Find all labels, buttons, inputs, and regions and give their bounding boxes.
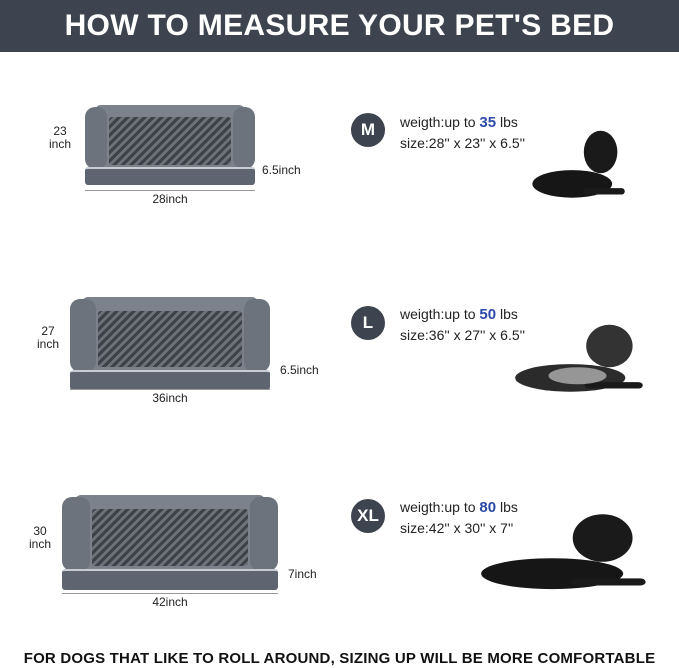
weight-prefix: weigth:up to (400, 306, 476, 322)
footer-note: FOR DOGS THAT LIKE TO ROLL AROUND, SIZIN… (23, 650, 656, 667)
dog-image (481, 514, 646, 590)
weight-prefix: weigth:up to (400, 114, 476, 130)
height-label: 6.5inch (262, 163, 301, 177)
bed-illustration (62, 495, 278, 590)
weight-prefix: weigth:up to (400, 499, 476, 515)
spec-text: weigth:up to 35 lbs size:28'' x 23'' x 6… (400, 112, 525, 154)
height-label: 6.5inch (280, 363, 319, 377)
spec-text: weigth:up to 50 lbs size:36'' x 27'' x 6… (400, 304, 525, 346)
size-dimensions: size:42'' x 30'' x 7'' (400, 520, 514, 536)
bed-illustration (85, 105, 255, 185)
weight-value: 80 (479, 499, 497, 516)
weight-unit: lbs (499, 114, 518, 130)
width-label: 42inch (152, 595, 188, 609)
dog-image (532, 130, 625, 198)
size-badge: M (351, 113, 385, 147)
size-dimensions: size:28'' x 23'' x 6.5'' (400, 135, 525, 151)
page-title: HOW TO MEASURE YOUR PET'S BED (0, 0, 679, 52)
size-badge: L (351, 306, 385, 340)
weight-value: 35 (479, 114, 497, 131)
size-badge: XL (351, 499, 385, 533)
height-label: 7inch (288, 567, 317, 581)
depth-label: 30 inch (28, 524, 51, 551)
width-label: 28inch (152, 192, 188, 206)
bed-illustration (70, 297, 270, 390)
depth-label: 27 inch (36, 324, 59, 351)
weight-value: 50 (479, 306, 497, 323)
weight-unit: lbs (499, 306, 518, 322)
weight-unit: lbs (499, 499, 518, 515)
size-dimensions: size:36'' x 27'' x 6.5'' (400, 327, 525, 343)
width-label: 36inch (152, 391, 188, 405)
depth-label: 23 inch (48, 124, 71, 151)
dog-image (515, 324, 643, 392)
spec-text: weigth:up to 80 lbs size:42'' x 30'' x 7… (400, 497, 518, 539)
